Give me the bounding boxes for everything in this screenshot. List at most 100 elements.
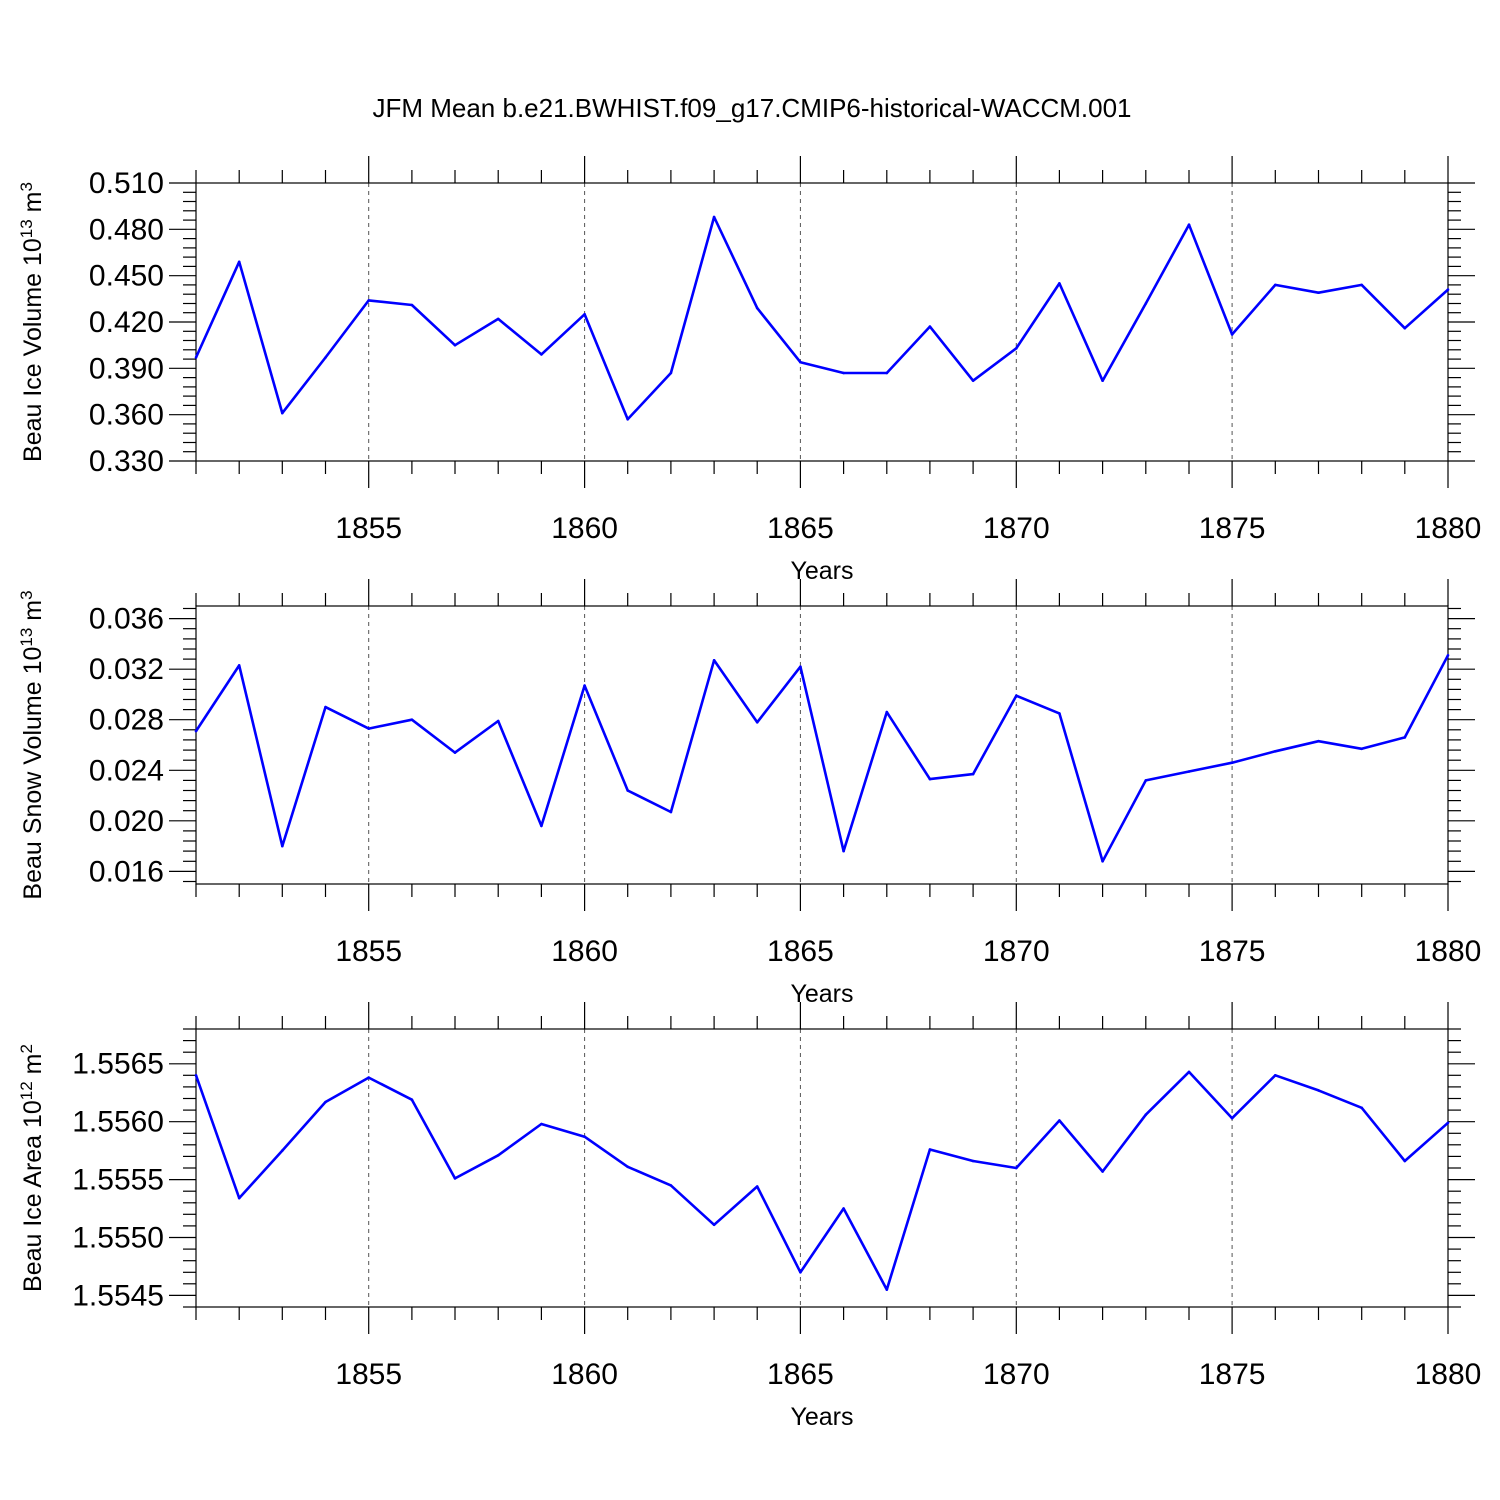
data-point: [324, 356, 327, 359]
data-point: [1187, 770, 1191, 773]
x-tick-label: 1870: [983, 1358, 1050, 1391]
y-tick-label: 0.020: [89, 805, 164, 838]
data-point: [367, 299, 371, 302]
y-tick-label: 0.360: [89, 399, 164, 432]
y-tick-label: 0.510: [89, 167, 164, 200]
y-tick-label: 0.450: [89, 260, 164, 293]
y-axis-label-unit: m: [19, 191, 47, 219]
y-axis-label-sup1: 13: [17, 628, 36, 647]
data-point: [496, 317, 500, 321]
data-point: [1015, 694, 1018, 697]
data-point: [626, 1165, 629, 1169]
y-tick-label: 0.016: [89, 855, 164, 888]
data-point: [496, 1154, 500, 1157]
data-point: [453, 1177, 457, 1180]
data-point: [842, 849, 845, 853]
data-point: [583, 313, 586, 316]
panel-3: 1.5545 1.5550 1.5555 1.5560 1.5565 1855 1860 18…: [17, 1002, 1482, 1431]
data-point: [755, 306, 759, 310]
data-point: [712, 659, 716, 662]
data-point: [194, 356, 198, 359]
plot-frame: [195, 605, 1449, 885]
data-point: [1274, 1074, 1277, 1077]
data-point: [842, 371, 845, 375]
x-tick-label: 1860: [551, 1358, 618, 1391]
y-axis-label-sup2: 3: [17, 182, 36, 191]
y-tick-label: 1.5565: [72, 1048, 164, 1081]
y-axis-label-text: Beau Ice Volume 10: [19, 238, 47, 462]
data-point: [496, 719, 500, 723]
x-tick-label: 1855: [335, 1358, 402, 1391]
data-point: [324, 705, 327, 709]
data-point: [971, 772, 975, 776]
data-point: [1058, 1119, 1061, 1122]
data-point: [410, 1098, 414, 1101]
data-point: [1230, 1116, 1234, 1120]
x-tick-label: 1870: [983, 935, 1050, 968]
x-tick-label: 1865: [767, 935, 834, 968]
y-axis-label-sup1: 13: [17, 219, 36, 238]
data-point: [367, 1076, 371, 1079]
chart-title: JFM Mean b.e21.BWHIST.f09_g17.CMIP6-hist…: [372, 93, 1131, 123]
data-point: [885, 371, 889, 375]
x-tick-label: 1855: [335, 935, 402, 968]
data-point: [1360, 747, 1363, 751]
data-point: [626, 418, 629, 421]
data-point: [281, 411, 284, 415]
data-point: [1101, 379, 1104, 383]
x-tick-label: 1880: [1415, 935, 1482, 968]
data-point: [237, 664, 241, 667]
data-point: [194, 1074, 198, 1077]
x-tick-label: 1875: [1199, 935, 1266, 968]
data-point: [669, 810, 673, 814]
x-tick-label: 1855: [335, 512, 402, 545]
y-axis-label-unit: m: [19, 600, 47, 628]
y-axis-label: Beau Ice Area 1012 m2: [17, 1044, 48, 1292]
x-tick-label: 1865: [767, 1358, 834, 1391]
data-point: [626, 789, 629, 792]
data-point: [1403, 736, 1407, 739]
data-point: [669, 371, 673, 375]
data-point: [540, 353, 543, 356]
data-point: [1360, 1106, 1363, 1110]
series-line: [194, 215, 1449, 421]
plot-frame: [195, 1028, 1449, 1308]
x-tick-label: 1880: [1415, 512, 1482, 545]
data-point: [1317, 1089, 1320, 1092]
data-point: [799, 665, 802, 668]
x-axis-label: Years: [790, 1403, 853, 1431]
x-tick-label: 1880: [1415, 1358, 1482, 1391]
y-tick-label: 0.028: [89, 704, 164, 737]
data-point: [237, 260, 241, 264]
data-point: [712, 1223, 716, 1227]
y-axis-label-text: Beau Snow Volume 10: [19, 647, 47, 900]
data-point: [1274, 283, 1277, 287]
data-point: [281, 1149, 284, 1152]
data-point: [1230, 333, 1234, 336]
y-axis-label-sup2: 2: [17, 1044, 36, 1053]
data-point: [799, 360, 802, 364]
y-tick-label: 1.5550: [72, 1222, 164, 1255]
y-axis-label: Beau Ice Volume 1013 m3: [17, 182, 48, 462]
x-tick-label: 1870: [983, 512, 1050, 545]
data-point: [1446, 288, 1450, 291]
y-axis-label: Beau Snow Volume 1013 m3: [17, 590, 48, 899]
data-point: [237, 1196, 241, 1200]
data-point: [1317, 739, 1320, 743]
data-point: [1317, 291, 1320, 295]
data-point: [842, 1207, 845, 1210]
data-point: [971, 1159, 975, 1163]
x-tick-label: 1860: [551, 935, 618, 968]
plot-frame: [195, 182, 1449, 462]
y-tick-label: 0.330: [89, 445, 164, 478]
data-point: [1230, 761, 1234, 764]
data-point: [540, 1122, 543, 1126]
y-tick-label: 1.5555: [72, 1164, 164, 1197]
y-axis-label-sup2: 3: [17, 590, 36, 599]
data-point: [410, 303, 414, 307]
data-point: [755, 1185, 759, 1188]
data-point: [1144, 302, 1148, 305]
y-axis-label-unit: m: [19, 1053, 47, 1081]
data-point: [712, 215, 716, 219]
